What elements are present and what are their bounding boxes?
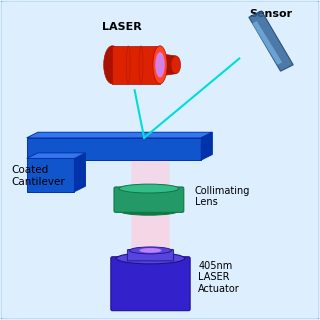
FancyBboxPatch shape xyxy=(127,250,174,261)
Polygon shape xyxy=(27,158,74,192)
Text: Sensor: Sensor xyxy=(250,9,292,19)
Ellipse shape xyxy=(119,184,179,193)
Polygon shape xyxy=(74,153,85,192)
Ellipse shape xyxy=(171,56,180,74)
Polygon shape xyxy=(201,132,212,160)
Ellipse shape xyxy=(153,46,167,84)
Polygon shape xyxy=(27,138,201,160)
Ellipse shape xyxy=(129,247,172,254)
Ellipse shape xyxy=(140,248,162,253)
Polygon shape xyxy=(160,54,176,76)
FancyBboxPatch shape xyxy=(132,154,170,192)
Text: LASER: LASER xyxy=(102,22,142,32)
Polygon shape xyxy=(252,21,282,65)
Text: 405nm
LASER
Actuator: 405nm LASER Actuator xyxy=(198,261,240,294)
Ellipse shape xyxy=(155,52,165,77)
FancyBboxPatch shape xyxy=(132,206,170,260)
FancyBboxPatch shape xyxy=(114,187,184,212)
Ellipse shape xyxy=(104,46,121,84)
Polygon shape xyxy=(27,153,85,158)
Polygon shape xyxy=(112,46,160,84)
FancyBboxPatch shape xyxy=(111,257,190,311)
Text: Coated
Cantilever: Coated Cantilever xyxy=(11,165,65,187)
Polygon shape xyxy=(27,132,212,138)
Ellipse shape xyxy=(116,253,185,264)
Text: Collimating
Lens: Collimating Lens xyxy=(195,186,250,207)
Ellipse shape xyxy=(119,206,179,215)
Polygon shape xyxy=(249,11,293,71)
